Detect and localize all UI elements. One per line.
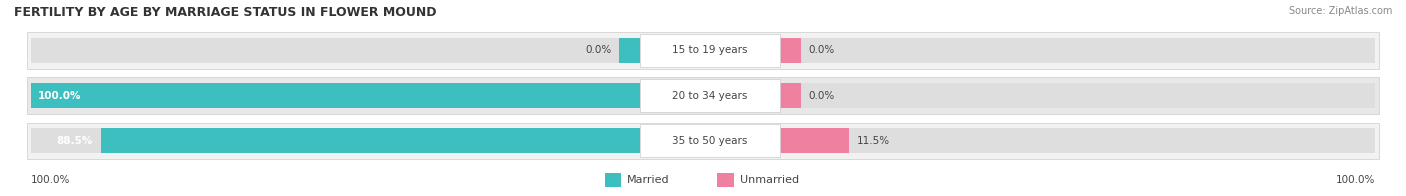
Text: Source: ZipAtlas.com: Source: ZipAtlas.com (1288, 6, 1392, 16)
Text: 0.0%: 0.0% (808, 45, 835, 55)
Text: 100.0%: 100.0% (31, 175, 70, 185)
Text: 11.5%: 11.5% (858, 136, 890, 146)
Text: 0.0%: 0.0% (585, 45, 612, 55)
Text: 100.0%: 100.0% (38, 91, 82, 101)
Text: 15 to 19 years: 15 to 19 years (672, 45, 748, 55)
Text: 20 to 34 years: 20 to 34 years (672, 91, 748, 101)
Text: 35 to 50 years: 35 to 50 years (672, 136, 748, 146)
Text: FERTILITY BY AGE BY MARRIAGE STATUS IN FLOWER MOUND: FERTILITY BY AGE BY MARRIAGE STATUS IN F… (14, 6, 436, 19)
Text: 100.0%: 100.0% (1336, 175, 1375, 185)
Text: 0.0%: 0.0% (808, 91, 835, 101)
Text: Unmarried: Unmarried (740, 175, 799, 185)
Text: 88.5%: 88.5% (56, 136, 93, 146)
Text: Married: Married (627, 175, 669, 185)
